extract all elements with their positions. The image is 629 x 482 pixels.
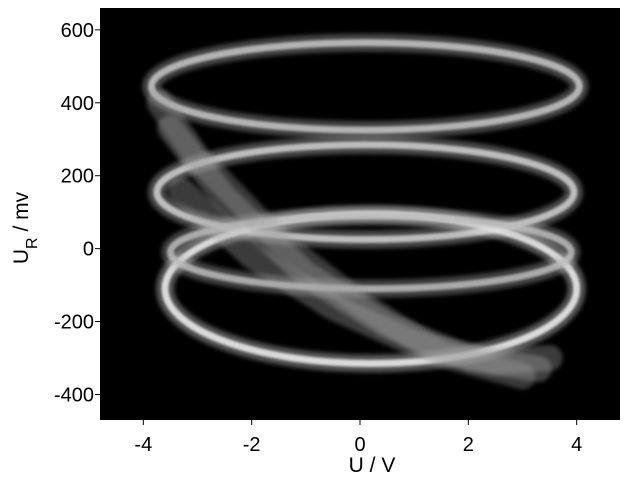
trace-2 <box>147 135 583 249</box>
y-axis-label-main: U <box>10 249 33 264</box>
y-axis-ticks: -400 -200 0 200 400 600 <box>54 20 100 406</box>
trace-layer <box>142 33 589 390</box>
y-axis-label-subscript: R <box>24 237 41 249</box>
y-tick-label: 400 <box>61 93 94 115</box>
trace-4-core <box>166 212 575 293</box>
x-tick-label: 0 <box>354 434 365 456</box>
y-tick-label: 0 <box>83 239 94 261</box>
y-tick-label: 200 <box>61 166 94 188</box>
trace-1 <box>142 33 589 140</box>
y-tick-label: -400 <box>54 384 94 406</box>
x-tick-label: -2 <box>243 434 261 456</box>
x-axis-ticks: -4 -2 0 2 4 <box>134 420 582 456</box>
x-tick-label: 4 <box>571 434 582 456</box>
x-axis-label: U / V <box>349 454 396 477</box>
trace-7 <box>146 89 536 390</box>
x-tick-label: -4 <box>134 434 152 456</box>
y-axis-label-unit: / mv <box>10 191 33 237</box>
trace-7-band <box>146 89 536 390</box>
y-tick-label: -200 <box>54 312 94 334</box>
y-tick-label: 600 <box>61 20 94 42</box>
trace-2-core <box>153 141 578 244</box>
trace-4 <box>161 206 581 298</box>
y-axis-label: UR / mv <box>10 191 41 264</box>
trace-1-core <box>147 39 583 134</box>
x-tick-label: 2 <box>463 434 474 456</box>
